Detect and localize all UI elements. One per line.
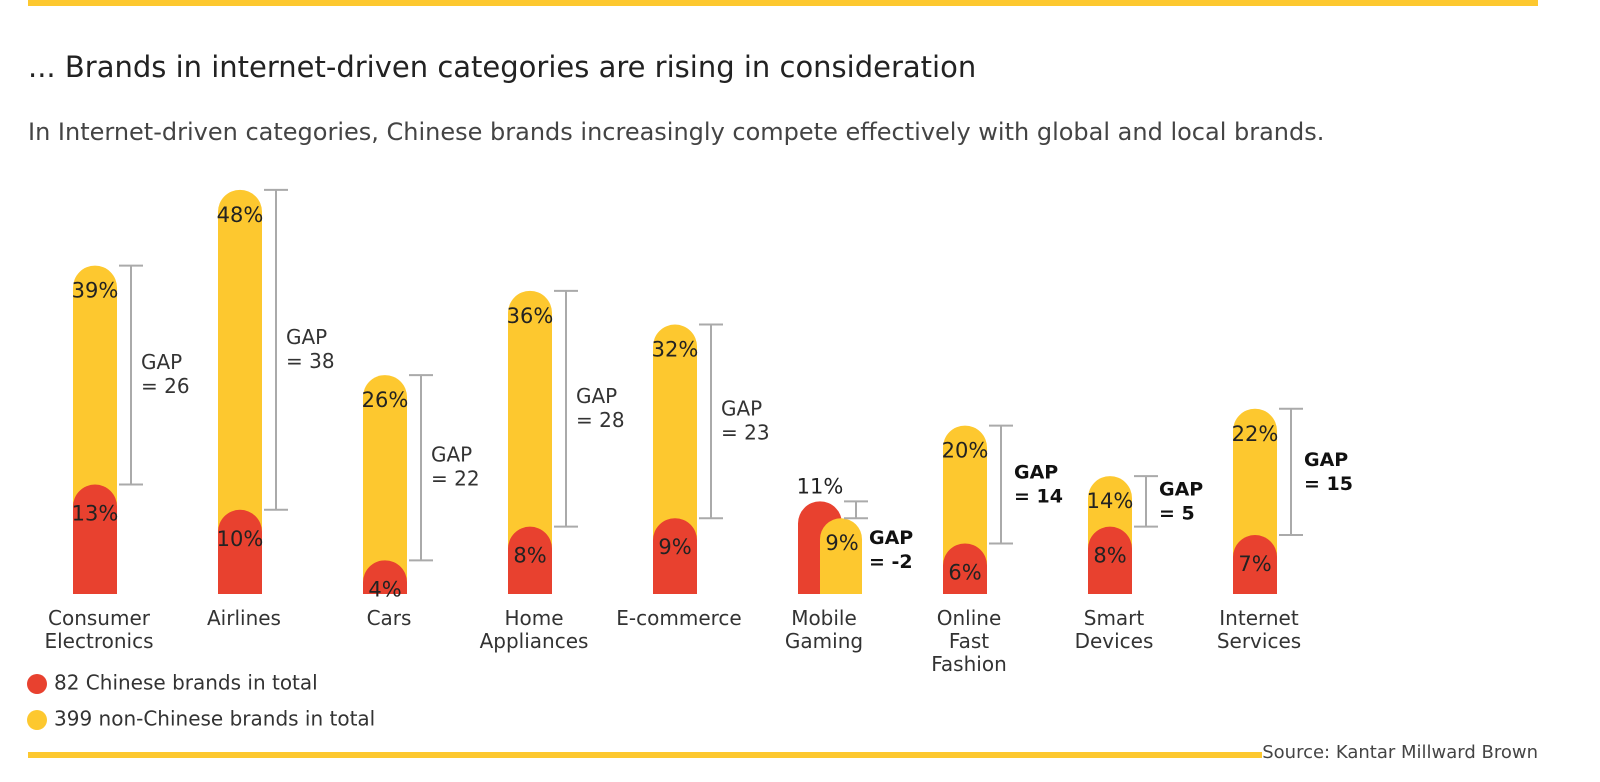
x-tick-label-line: Fast: [949, 629, 989, 653]
gap-label-line: = 22: [431, 466, 480, 490]
value-label: 36%: [507, 304, 554, 328]
bar-non-chinese: [508, 290, 552, 594]
gap-label-line: = 28: [576, 407, 625, 431]
value-label: 22%: [1232, 422, 1279, 446]
value-label: 9%: [658, 535, 691, 559]
x-tick-label-line: Electronics: [44, 629, 153, 653]
gap-label-line: = 23: [721, 420, 770, 444]
gap-label-line: GAP: [1014, 461, 1058, 483]
gap-label-line: = 26: [141, 374, 190, 398]
x-tick-label-line: Consumer: [48, 606, 151, 630]
value-label: 39%: [72, 279, 119, 303]
gap-label: GAP = 28: [576, 383, 625, 431]
gap-label: GAP = 26: [141, 350, 190, 398]
value-label: 6%: [948, 560, 981, 584]
x-tick-label-line: Internet: [1219, 606, 1299, 630]
bar-non-chinese: [363, 375, 407, 594]
bar-chinese: [73, 484, 117, 594]
value-label: 11%: [797, 474, 844, 498]
chart-subtitle: In Internet-driven categories, Chinese b…: [28, 118, 1324, 146]
x-tick-label: Smart Devices: [1075, 606, 1154, 653]
x-tick-label-line: Mobile: [791, 606, 857, 630]
gap-label-line: = 15: [1304, 472, 1353, 494]
top-rule: [28, 0, 1538, 6]
gap-label-line: = -2: [869, 551, 913, 573]
x-tick-label: Home Appliances: [480, 606, 589, 653]
x-tick-label-line: Devices: [1075, 629, 1154, 653]
x-tick-label-line: E-commerce: [616, 606, 741, 630]
bar-chinese: [1233, 535, 1277, 594]
source: Source: Kantar Millward Brown: [1262, 742, 1538, 763]
gap-label: GAP = 22: [431, 442, 480, 490]
legend-label: 399 non-Chinese brands in total: [54, 707, 375, 731]
bar-non-chinese: [218, 189, 262, 594]
x-tick-label-line: Online: [937, 606, 1002, 630]
x-tick-label-line: Home: [504, 606, 563, 630]
gap-label: GAP = 5: [1159, 478, 1203, 524]
gap-label: GAP = -2: [869, 527, 913, 573]
bar-chinese: [943, 543, 987, 594]
gap-label-line: GAP: [1304, 448, 1348, 470]
x-tick-label: Online Fast Fashion: [931, 606, 1007, 676]
bar-chinese: [218, 509, 262, 594]
bottom-rule: [28, 752, 1262, 758]
legend-label: 82 Chinese brands in total: [54, 671, 318, 695]
value-label: 32%: [652, 338, 699, 362]
gap-label-line: = 5: [1159, 502, 1195, 524]
value-label: 4%: [368, 577, 401, 601]
x-tick-label-line: Airlines: [207, 606, 281, 630]
chart-title: ... Brands in internet-driven categories…: [28, 50, 976, 84]
x-tick-label-line: Appliances: [480, 629, 589, 653]
value-label: 13%: [72, 502, 119, 526]
gap-label: GAP = 23: [721, 396, 770, 444]
bar-chinese: [508, 526, 552, 594]
value-label: 10%: [217, 527, 264, 551]
bar-chinese: [1088, 526, 1132, 594]
x-tick-label-line: Fashion: [931, 652, 1007, 676]
value-label: 7%: [1238, 552, 1271, 576]
x-tick-label-line: Services: [1217, 629, 1301, 653]
value-label: 8%: [1093, 544, 1126, 568]
gap-label-line: GAP: [721, 396, 762, 420]
x-tick-label-line: Gaming: [785, 629, 863, 653]
gap-label-line: GAP: [1159, 478, 1203, 500]
bar-chinese: [653, 518, 697, 594]
gap-label: GAP = 14: [1014, 461, 1063, 507]
gap-label-line: GAP: [869, 527, 913, 549]
x-tick-label: Consumer Electronics: [44, 606, 153, 653]
x-tick-label: Mobile Gaming: [785, 606, 863, 653]
x-tick-label: Cars: [367, 606, 412, 630]
value-label: 26%: [362, 388, 409, 412]
legend-swatch: [27, 710, 47, 730]
x-tick-label: E-commerce: [616, 606, 741, 630]
x-tick-label-line: Cars: [367, 606, 412, 630]
value-label: 20%: [942, 439, 989, 463]
value-label: 9%: [825, 531, 858, 555]
bar-chinese: [363, 560, 407, 594]
gap-label-line: = 14: [1014, 485, 1063, 507]
gap-label-line: = 38: [286, 348, 335, 372]
gap-label-line: GAP: [286, 324, 327, 348]
value-label: 8%: [513, 544, 546, 568]
gap-label: GAP = 15: [1304, 448, 1353, 494]
gap-label-line: GAP: [431, 442, 472, 466]
gap-label-line: GAP: [141, 350, 182, 374]
gap-label-line: GAP: [576, 383, 617, 407]
x-tick-label: Airlines: [207, 606, 281, 630]
legend-swatch: [27, 674, 47, 694]
bar-non-chinese: [820, 518, 862, 594]
value-label: 48%: [217, 203, 264, 227]
value-label: 14%: [1087, 489, 1134, 513]
gap-label: GAP = 38: [286, 324, 335, 372]
x-tick-label: Internet Services: [1217, 606, 1301, 653]
x-tick-label-line: Smart: [1084, 606, 1145, 630]
